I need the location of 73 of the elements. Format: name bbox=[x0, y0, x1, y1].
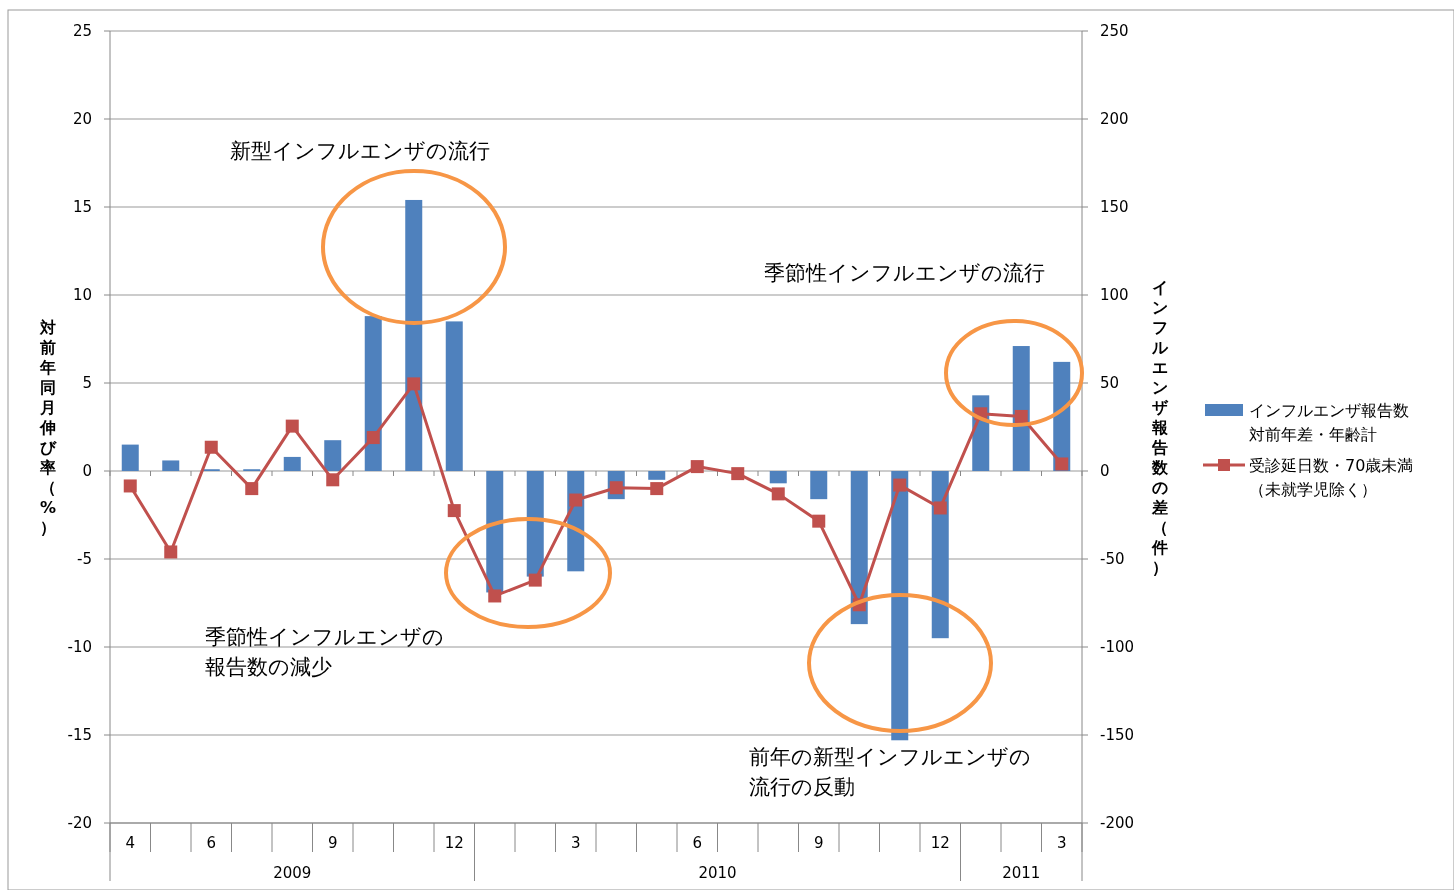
bar bbox=[648, 471, 666, 480]
point bbox=[1055, 457, 1069, 471]
y2-tick-label: 0 bbox=[1100, 462, 1110, 480]
y-tick-label: 0 bbox=[82, 462, 92, 480]
point bbox=[407, 377, 421, 391]
y2-tick-label: -200 bbox=[1100, 814, 1135, 832]
y-tick-label: -10 bbox=[67, 638, 92, 656]
point bbox=[123, 479, 137, 493]
bar bbox=[405, 199, 423, 471]
x-tick-label: 12 bbox=[444, 834, 464, 852]
annotation: 新型インフルエンザの流行 bbox=[230, 139, 490, 163]
y-tick-label: 5 bbox=[82, 374, 92, 392]
annotation: 季節性インフルエンザの報告数の減少 bbox=[205, 625, 444, 679]
bar bbox=[324, 440, 342, 471]
point bbox=[528, 573, 542, 587]
y2-tick-label: 100 bbox=[1100, 286, 1129, 304]
x-tick-label: 6 bbox=[206, 834, 217, 852]
point bbox=[1014, 409, 1028, 423]
point bbox=[650, 482, 664, 496]
x-tick-label: 9 bbox=[327, 834, 338, 852]
point bbox=[771, 487, 785, 501]
point bbox=[245, 482, 259, 496]
y-tick-label: -5 bbox=[77, 550, 92, 568]
point bbox=[893, 478, 907, 492]
y2-tick-label: -50 bbox=[1100, 550, 1125, 568]
bar bbox=[769, 471, 787, 484]
point bbox=[326, 473, 340, 487]
bar bbox=[162, 460, 180, 471]
y2-tick-label: -150 bbox=[1100, 726, 1135, 744]
bar bbox=[364, 316, 382, 471]
x-tick-label: 4 bbox=[125, 834, 136, 852]
bar bbox=[486, 471, 504, 593]
annotation: 季節性インフルエンザの流行 bbox=[764, 261, 1045, 285]
y-tick-label: -15 bbox=[67, 726, 92, 744]
y2-tick-label: 250 bbox=[1100, 22, 1129, 40]
bar bbox=[445, 321, 463, 471]
bar bbox=[283, 456, 301, 471]
point bbox=[204, 440, 218, 454]
point bbox=[933, 501, 947, 515]
legend-label: 受診延日数・70歳未満（未就学児除く） bbox=[1249, 456, 1414, 499]
point bbox=[569, 493, 583, 507]
point bbox=[690, 460, 704, 474]
y-tick-label: 10 bbox=[72, 286, 92, 304]
y2-tick-label: -100 bbox=[1100, 638, 1135, 656]
point bbox=[164, 545, 178, 559]
point bbox=[447, 504, 461, 518]
point bbox=[731, 467, 745, 481]
text: 2009 bbox=[273, 864, 312, 882]
bar bbox=[526, 471, 544, 577]
x-tick-label: 12 bbox=[930, 834, 950, 852]
legend-label: インフルエンザ報告数対前年差・年齢計 bbox=[1249, 401, 1409, 444]
y2-tick-label: 150 bbox=[1100, 198, 1129, 216]
text: インフルエンザ報告数の差（件） bbox=[1152, 278, 1168, 577]
x-tick-label: 3 bbox=[570, 834, 581, 852]
y-tick-label: 20 bbox=[72, 110, 92, 128]
text: 対前年同月伸び率（%） bbox=[39, 318, 57, 537]
text: 2010 bbox=[698, 864, 737, 882]
point bbox=[366, 431, 380, 445]
annotation: 前年の新型インフルエンザの流行の反動 bbox=[749, 745, 1031, 799]
y-tick-label: 15 bbox=[72, 198, 92, 216]
point bbox=[285, 419, 299, 433]
y-tick-label: -20 bbox=[67, 814, 92, 832]
y2-tick-label: 200 bbox=[1100, 110, 1129, 128]
y2-tick-label: 50 bbox=[1100, 374, 1120, 392]
point bbox=[488, 589, 502, 603]
x-tick-label: 6 bbox=[692, 834, 703, 852]
text: 2011 bbox=[1002, 864, 1041, 882]
bar bbox=[810, 471, 828, 500]
y-tick-label: 25 bbox=[72, 22, 92, 40]
x-tick-label: 3 bbox=[1056, 834, 1067, 852]
point bbox=[812, 514, 826, 528]
bar bbox=[121, 444, 139, 471]
x-tick-label: 9 bbox=[813, 834, 824, 852]
